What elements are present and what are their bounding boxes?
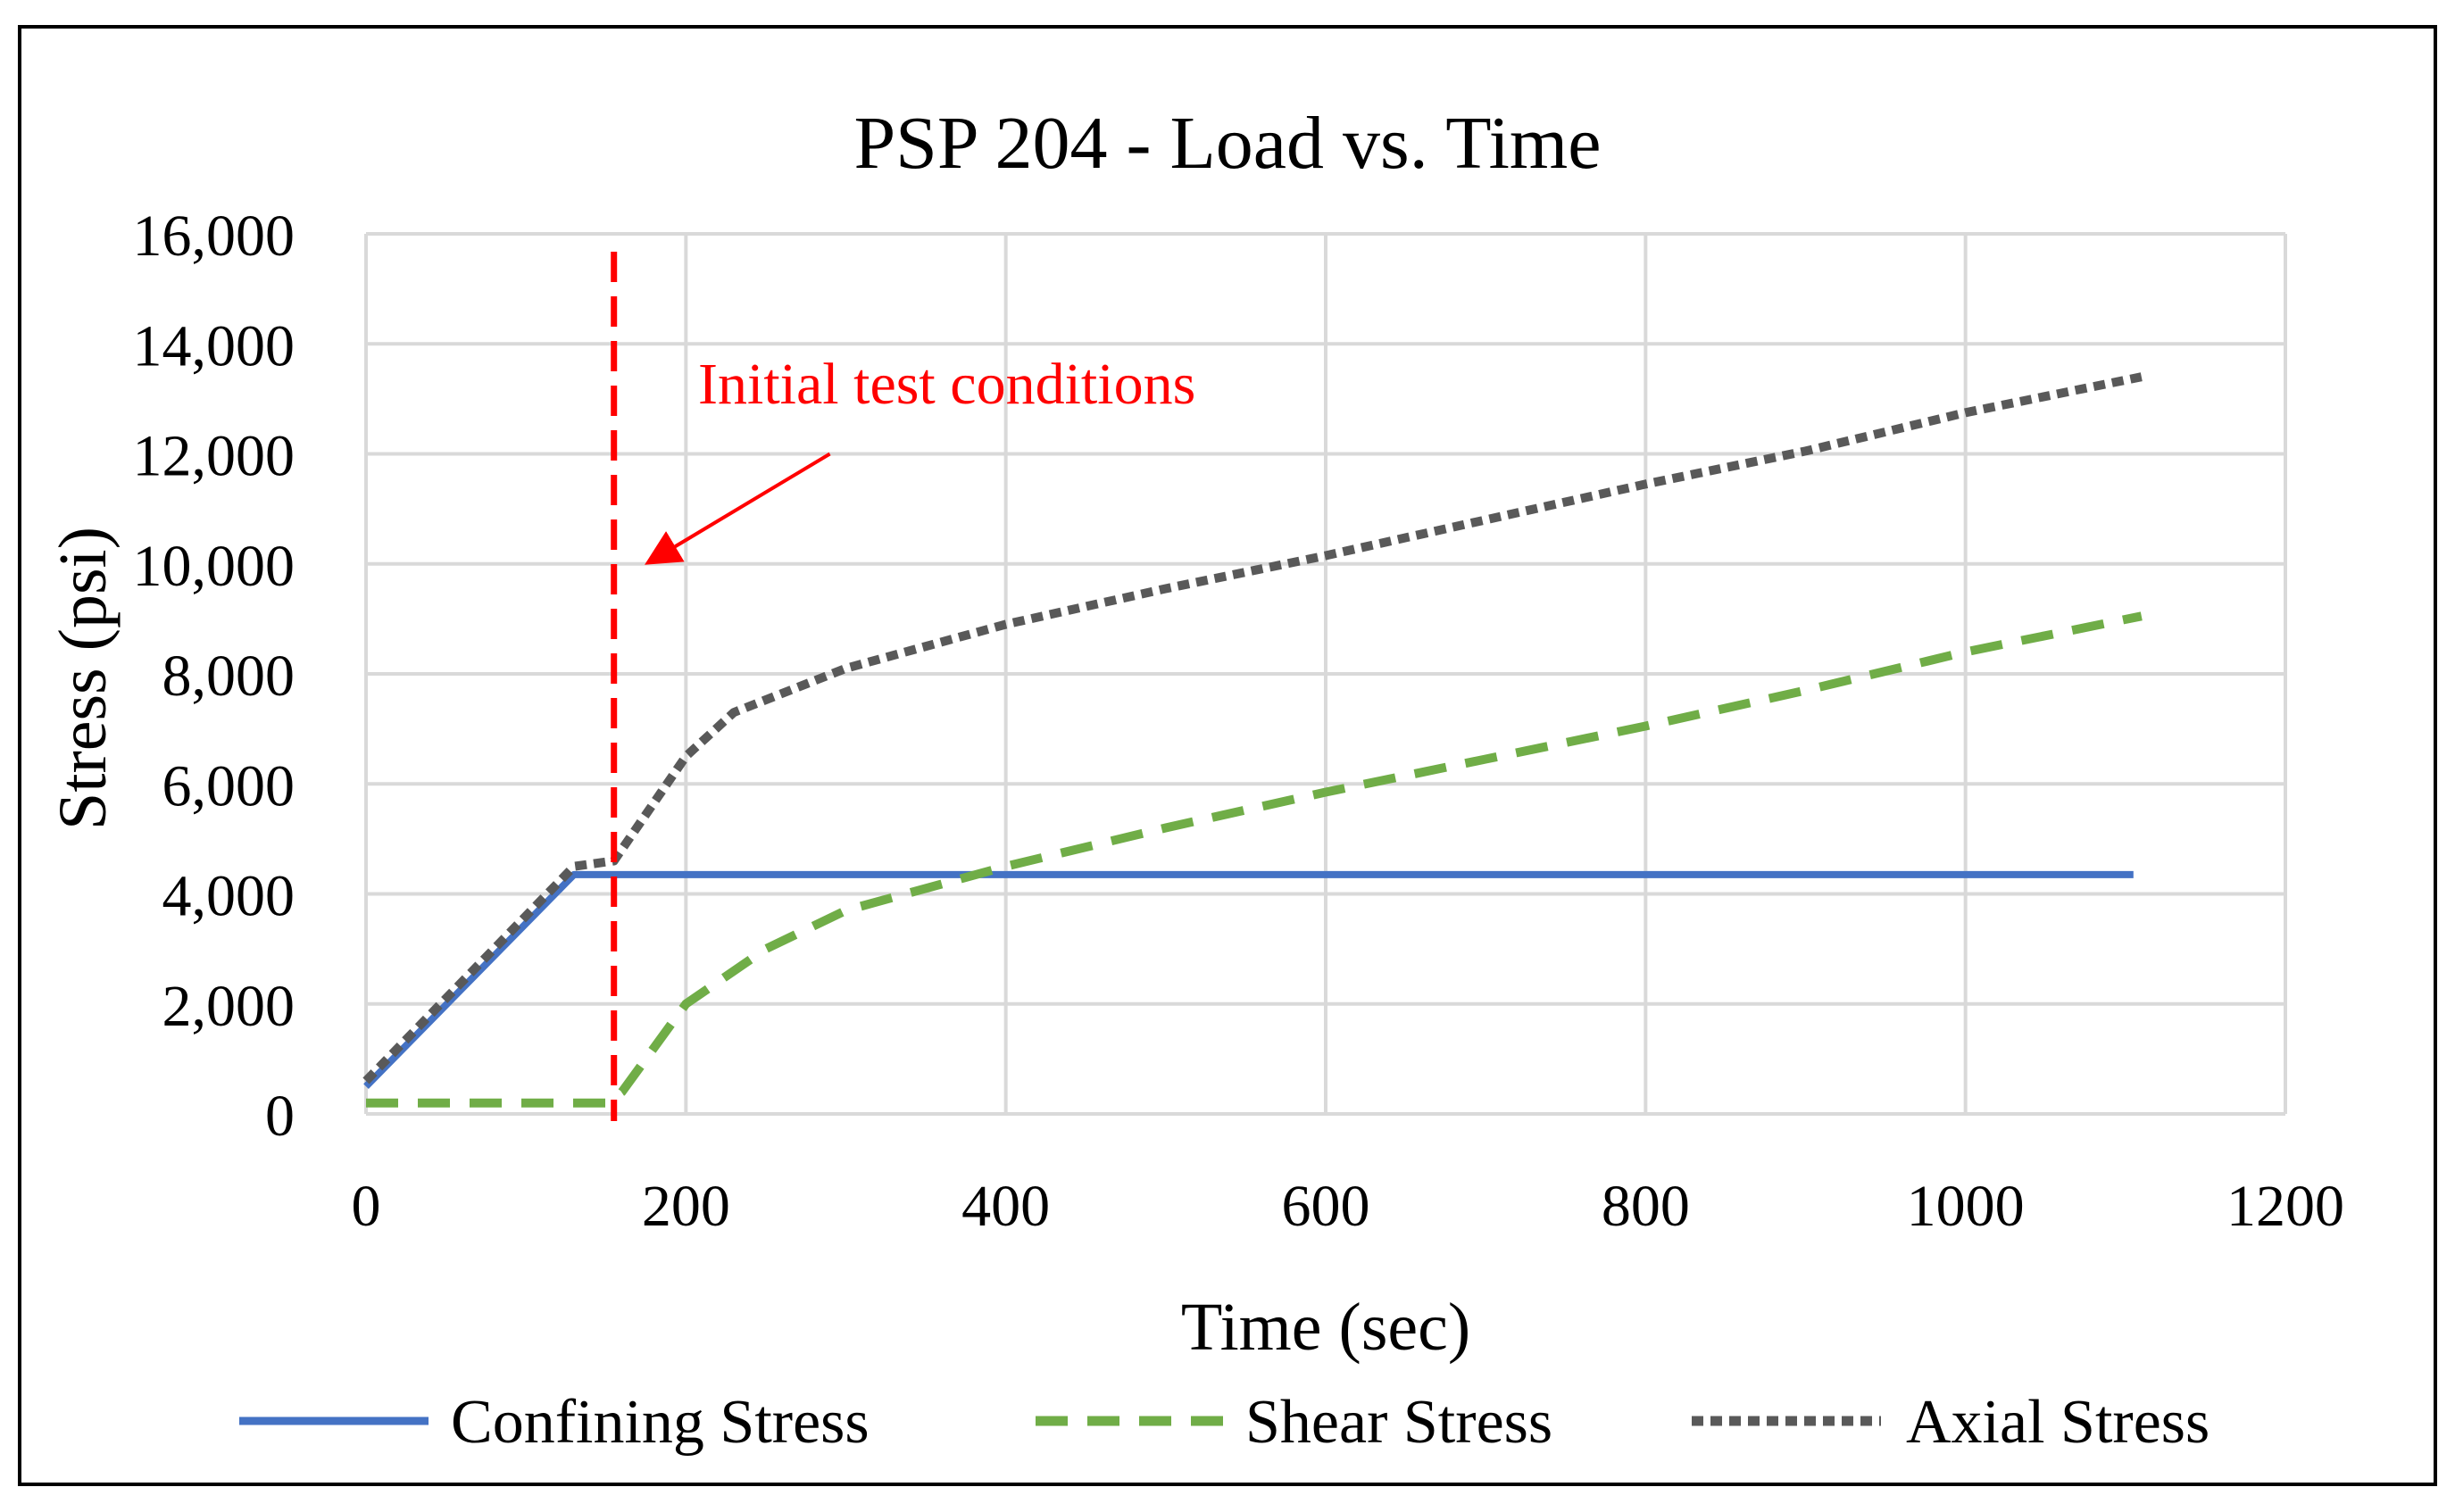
y-tick-label: 16,000: [133, 204, 295, 269]
chart-title: PSP 204 - Load vs. Time: [853, 102, 1601, 185]
x-tick-label: 200: [642, 1174, 730, 1239]
y-tick-label: 14,000: [133, 313, 295, 378]
annotation-label: Initial test conditions: [698, 352, 1195, 417]
y-tick-label: 8,000: [162, 644, 295, 709]
series-line-shear-stress: [366, 611, 2143, 1108]
legend-label: Shear Stress: [1245, 1388, 1552, 1457]
chart-border: [18, 25, 2437, 1486]
x-axis-label: Time (sec): [1181, 1290, 1470, 1365]
x-tick-label: 800: [1602, 1174, 1690, 1239]
y-tick-label: 0: [265, 1084, 295, 1149]
legend-label: Axial Stress: [1906, 1388, 2210, 1457]
y-tick-label: 4,000: [162, 864, 295, 929]
y-tick-label: 10,000: [133, 534, 295, 599]
grid-lines: [364, 232, 2287, 1116]
y-axis-label: Stress (psi): [46, 527, 121, 830]
series-line-axial-stress: [362, 372, 2143, 1084]
series-layer: [362, 372, 2143, 1108]
x-tick-label: 400: [961, 1174, 1050, 1239]
x-tick-label: 1200: [2226, 1174, 2344, 1239]
legend-label: Confining Stress: [451, 1388, 870, 1457]
legend: Confining Stress Shear Stress Axial Stress: [239, 1388, 2210, 1457]
x-axis-tick-labels: 0 200 400 600 800 1000 1200: [352, 1174, 2345, 1239]
x-tick-label: 0: [352, 1174, 381, 1239]
x-tick-label: 600: [1282, 1174, 1370, 1239]
annotation-arrow: [645, 452, 831, 565]
series-line-confining-stress: [363, 870, 2134, 1090]
y-tick-label: 12,000: [133, 424, 295, 489]
y-axis-tick-labels: 0 2,000 4,000 6,000 8,000 10,000 12,000 14,000 1…: [133, 204, 295, 1149]
y-tick-label: 2,000: [162, 974, 295, 1039]
y-tick-label: 6,000: [162, 753, 295, 818]
x-tick-label: 1000: [1907, 1174, 2025, 1239]
